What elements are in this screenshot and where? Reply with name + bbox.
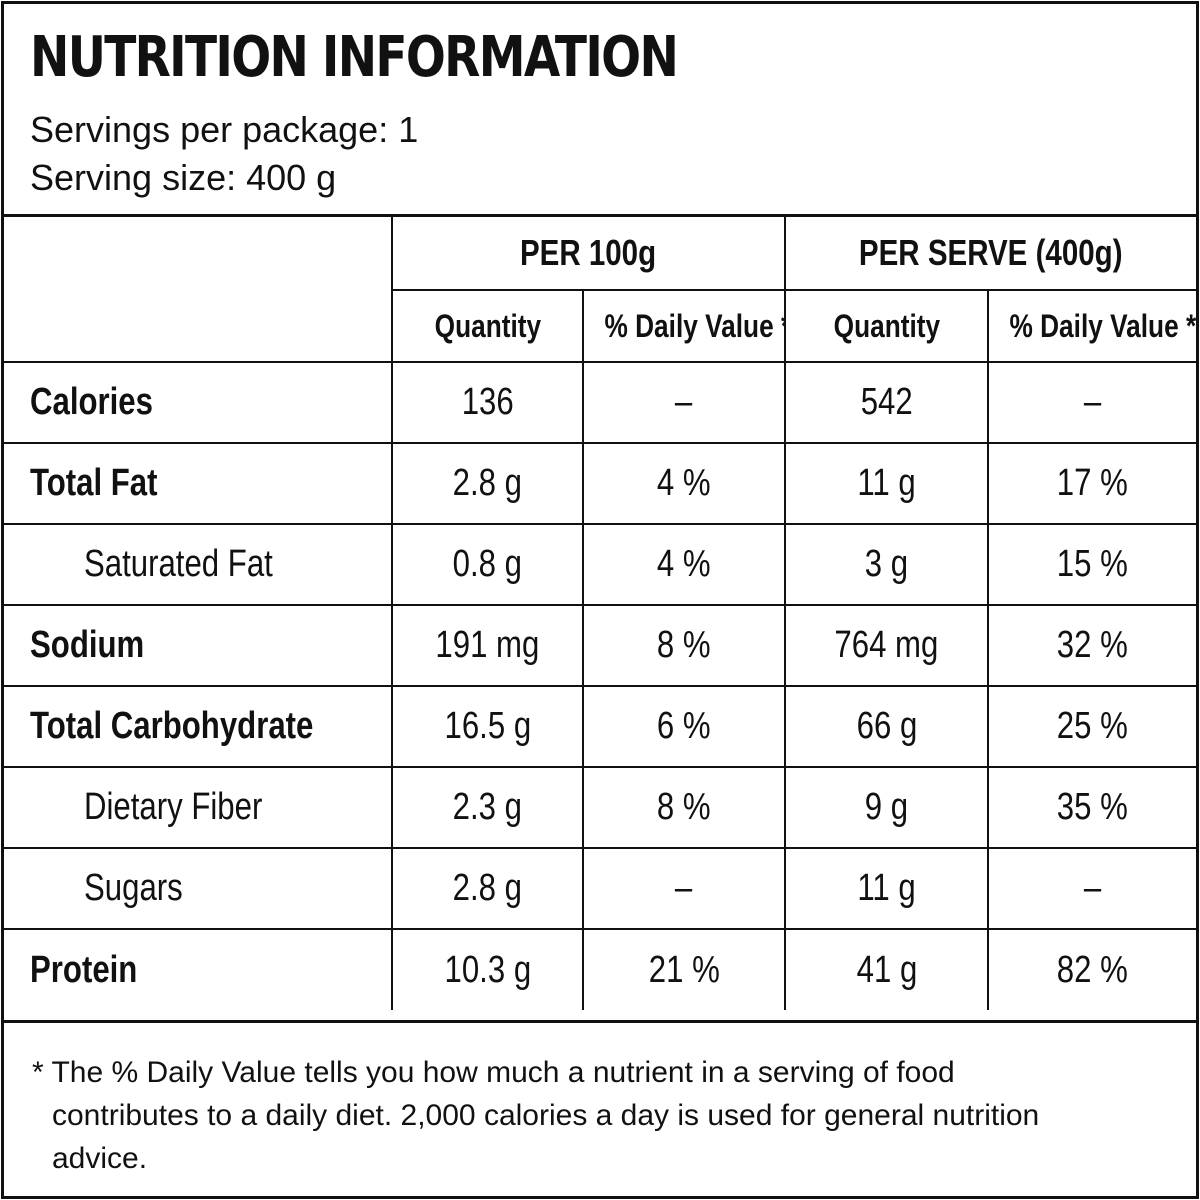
daily-value-per-serve: 32 % — [987, 604, 1197, 687]
header-corner-cell — [4, 217, 393, 363]
column-group-per-serve: PER SERVE (400g) — [784, 217, 1197, 291]
daily-value-per-100g: 8 % — [581, 766, 787, 849]
daily-value-per-100g: 4 % — [581, 523, 787, 606]
nutrient-name: Sugars — [4, 847, 393, 930]
column-group-per-100g: PER 100g — [390, 217, 787, 291]
daily-value-per-serve: 17 % — [987, 442, 1197, 525]
table-row: Saturated Fat 0.8 g 4 % 3 g 15 % — [4, 523, 1197, 606]
table-row: Sodium 191 mg 8 % 764 mg 32 % — [4, 604, 1197, 687]
daily-value-per-100g: 6 % — [581, 685, 787, 768]
table-row: Total Carbohydrate 16.5 g 6 % 66 g 25 % — [4, 685, 1197, 768]
nutrient-name: Total Fat — [4, 442, 393, 525]
table-row: Calories 136 – 542 – — [4, 361, 1197, 444]
daily-value-per-100g: 21 % — [581, 928, 787, 1010]
quantity-per-serve: 3 g — [784, 523, 990, 606]
daily-value-per-serve: 15 % — [987, 523, 1197, 606]
table-row: Protein 10.3 g 21 % 41 g 82 % — [4, 928, 1197, 1010]
quantity-per-serve: 66 g — [784, 685, 990, 768]
quantity-per-serve: 9 g — [784, 766, 990, 849]
subheader-quantity-100g: Quantity — [392, 289, 584, 363]
table-row: Dietary Fiber 2.3 g 8 % 9 g 35 % — [4, 766, 1197, 849]
subheader-daily-value-100g: % Daily Value * — [581, 289, 787, 363]
serving-size: Serving size: 400 g — [30, 157, 337, 198]
servings-per-package: Servings per package: 1 — [30, 109, 419, 150]
nutrient-name: Sodium — [4, 604, 393, 687]
table-row: Sugars 2.8 g – 11 g – — [4, 847, 1197, 930]
quantity-per-100g: 2.3 g — [391, 766, 584, 849]
panel-title: NUTRITION INFORMATION — [30, 25, 679, 90]
daily-value-per-serve: 25 % — [987, 685, 1197, 768]
quantity-per-serve: 11 g — [784, 847, 990, 930]
nutrient-name: Dietary Fiber — [4, 766, 393, 849]
nutrient-name: Calories — [4, 361, 393, 444]
quantity-per-100g: 16.5 g — [391, 685, 584, 768]
daily-value-per-serve: 82 % — [987, 928, 1197, 1010]
quantity-per-100g: 136 — [391, 361, 584, 444]
footnote-section: * The % Daily Value tells you how much a… — [4, 1020, 1196, 1199]
quantity-per-serve: 41 g — [784, 928, 990, 1010]
quantity-per-100g: 2.8 g — [391, 442, 584, 525]
quantity-per-100g: 10.3 g — [391, 928, 584, 1010]
daily-value-per-100g: – — [581, 361, 787, 444]
daily-value-per-serve: 35 % — [987, 766, 1197, 849]
quantity-per-serve: 542 — [784, 361, 990, 444]
quantity-per-serve: 764 mg — [784, 604, 990, 687]
quantity-per-100g: 2.8 g — [391, 847, 584, 930]
subheader-quantity-serve: Quantity — [784, 289, 990, 363]
quantity-per-100g: 0.8 g — [391, 523, 584, 606]
daily-value-per-serve: – — [987, 361, 1197, 444]
subheader-daily-value-serve: % Daily Value * — [987, 289, 1197, 363]
daily-value-per-serve: – — [987, 847, 1197, 930]
panel-header: NUTRITION INFORMATION Servings per packa… — [4, 4, 1196, 217]
nutrient-name: Protein — [4, 928, 393, 1010]
daily-value-per-100g: 4 % — [581, 442, 787, 525]
daily-value-footnote: * The % Daily Value tells you how much a… — [32, 1056, 1040, 1175]
nutrition-table: PER 100g PER SERVE (400g) Quantity % Dai… — [4, 217, 1197, 1010]
nutrient-name: Saturated Fat — [4, 523, 393, 606]
daily-value-per-100g: 8 % — [581, 604, 787, 687]
quantity-per-100g: 191 mg — [391, 604, 584, 687]
nutrient-name: Total Carbohydrate — [4, 685, 393, 768]
daily-value-per-100g: – — [581, 847, 787, 930]
table-row: Total Fat 2.8 g 4 % 11 g 17 % — [4, 442, 1197, 525]
quantity-per-serve: 11 g — [784, 442, 990, 525]
